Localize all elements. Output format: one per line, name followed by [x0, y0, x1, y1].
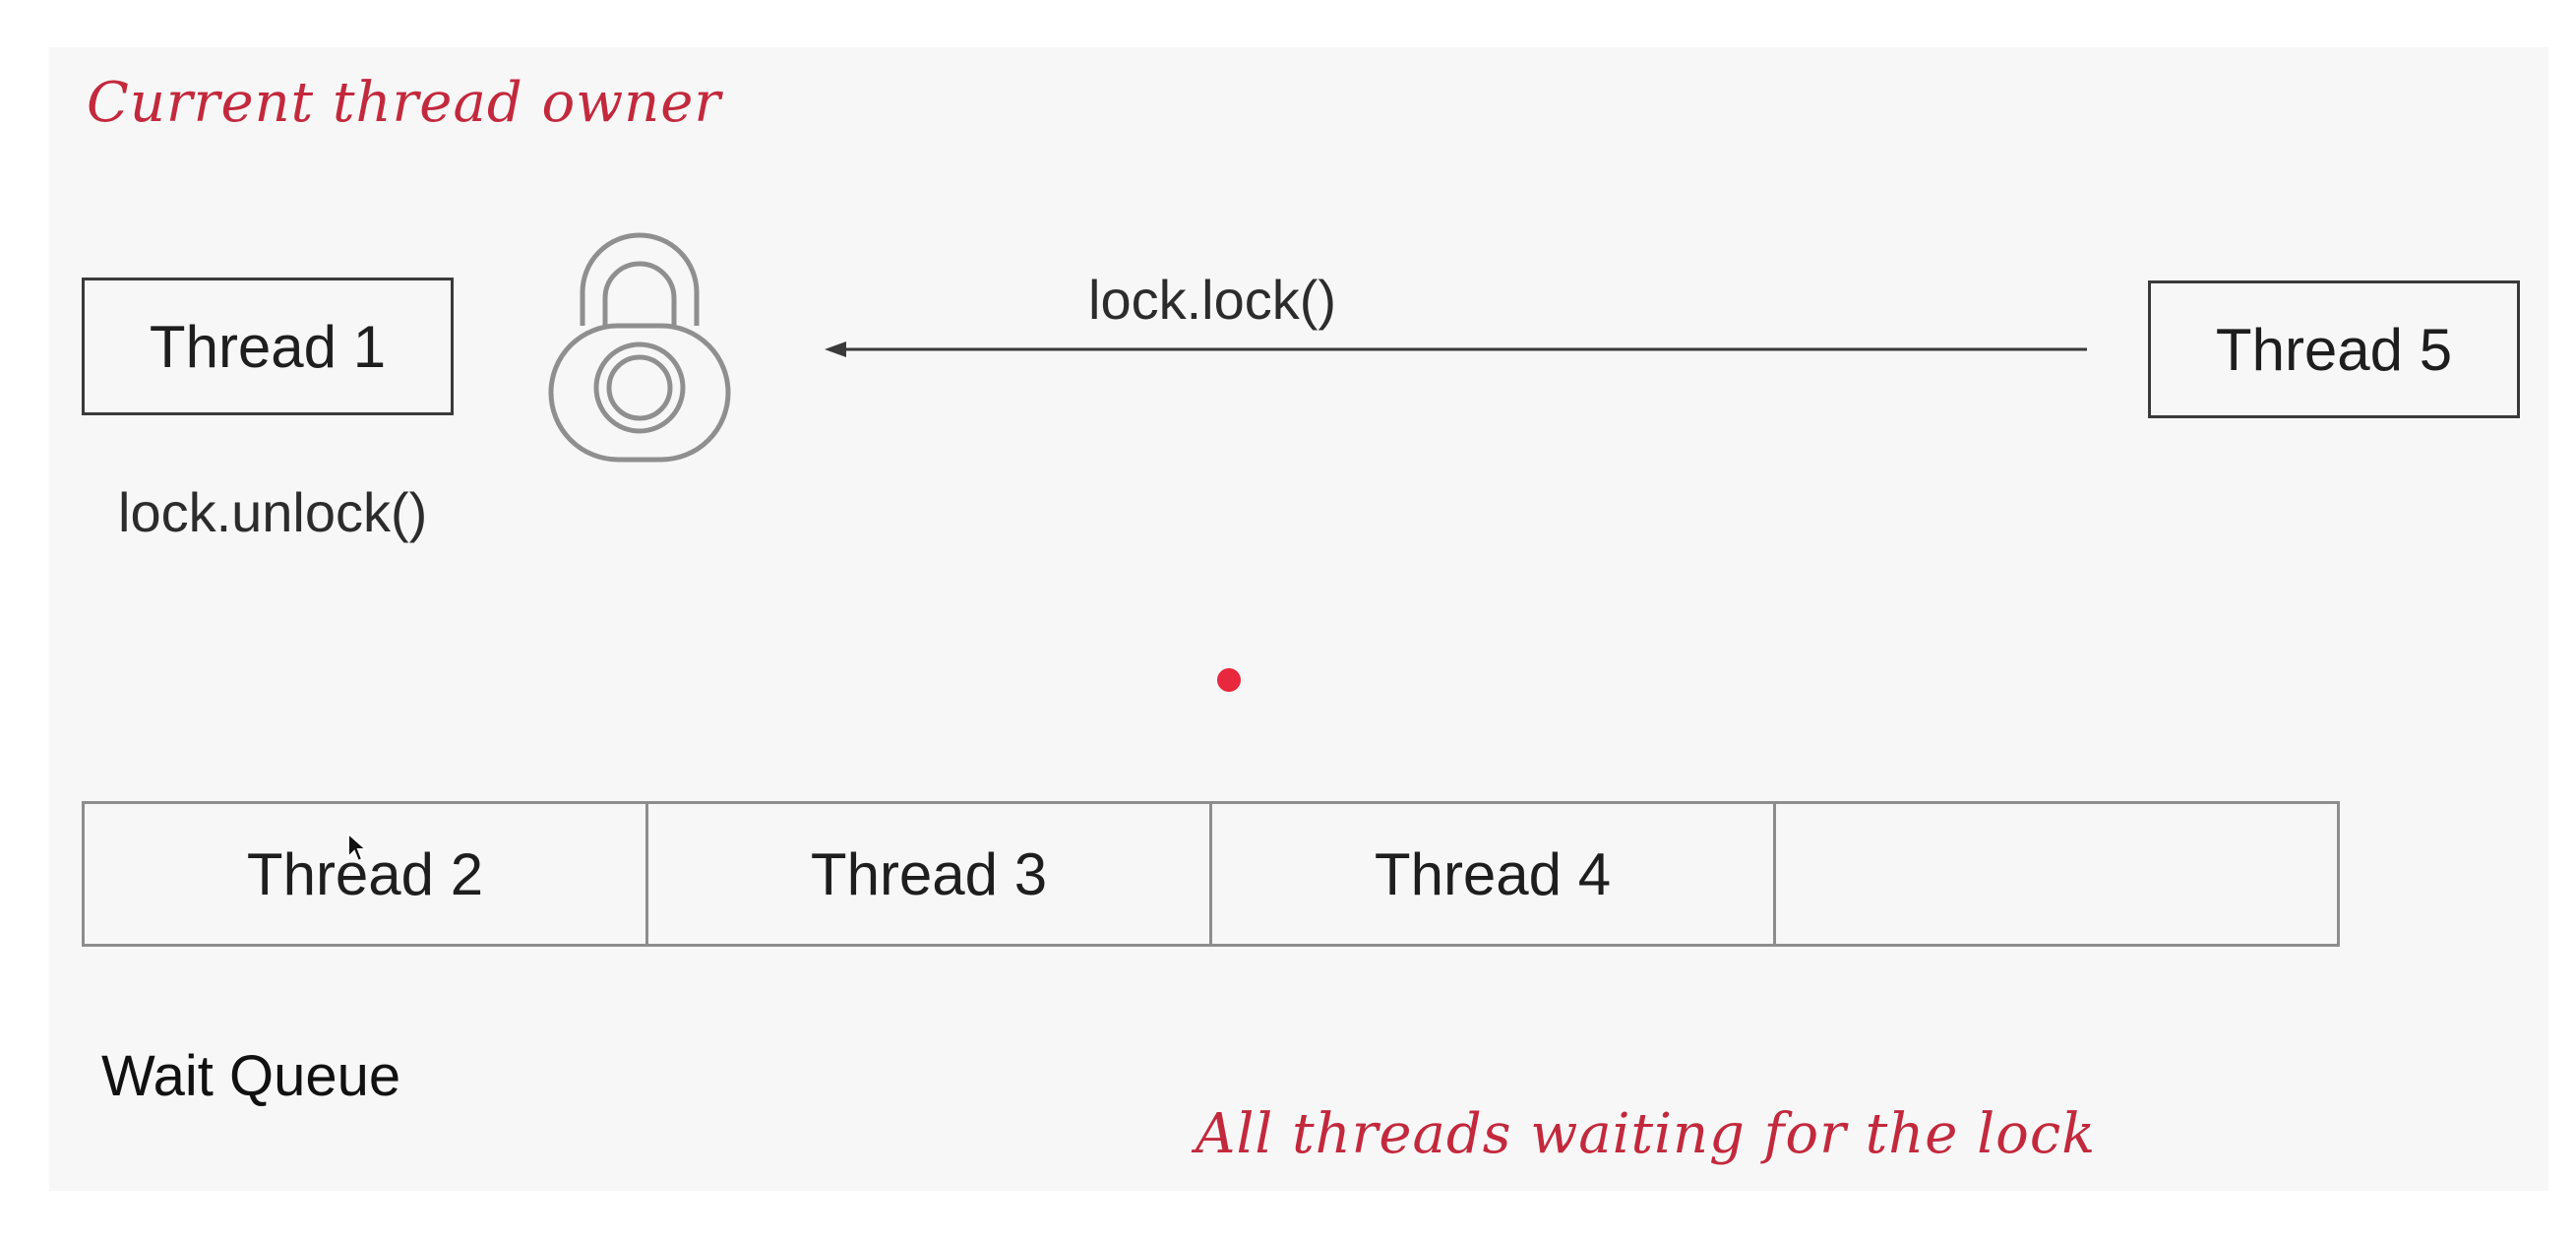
queue-slot: Thread 2: [85, 804, 648, 944]
padlock-icon: [548, 232, 731, 463]
lock-request-arrow: [825, 341, 2087, 357]
queue-slot: Thread 3: [648, 804, 1212, 944]
requesting-thread-box: Thread 5: [2148, 280, 2520, 418]
mouse-cursor-icon: [347, 831, 369, 863]
queue-slot: Thread 4: [1212, 804, 1776, 944]
owner-thread-label: Thread 1: [149, 313, 387, 380]
wait-queue-title: Wait Queue: [101, 1044, 401, 1108]
lock-call-label: lock.lock(): [1088, 269, 1337, 331]
wait-queue: Thread 2 Thread 3 Thread 4: [82, 801, 2340, 947]
current-thread-owner-note: Current thread owner: [87, 71, 722, 135]
queue-slot-label: Thread 2: [246, 840, 484, 907]
owner-thread-box: Thread 1: [82, 278, 454, 415]
requesting-thread-label: Thread 5: [2215, 316, 2453, 383]
unlock-call-label: lock.unlock(): [118, 481, 428, 543]
queue-slot-empty: [1776, 804, 2337, 944]
queue-slot-label: Thread 4: [1374, 840, 1612, 907]
waiting-threads-note: All threads waiting for the lock: [1196, 1102, 2097, 1166]
pointer-dot: [1217, 668, 1241, 692]
slide-canvas: [49, 47, 2548, 1191]
queue-slot-label: Thread 3: [810, 840, 1048, 907]
